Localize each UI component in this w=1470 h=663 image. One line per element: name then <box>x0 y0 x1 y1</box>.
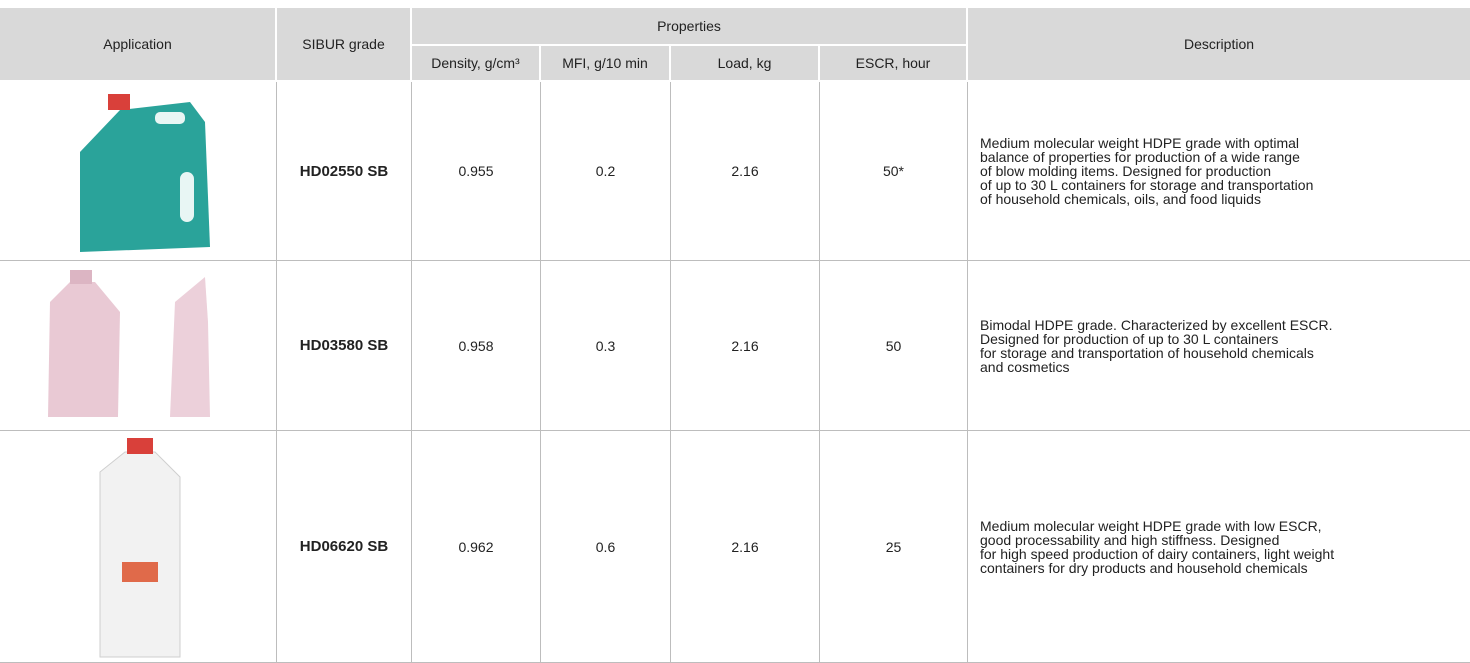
header-description: Description <box>968 8 1470 82</box>
description-cell: Bimodal HDPE grade. Characterized by exc… <box>968 261 1470 431</box>
application-cell <box>0 82 277 261</box>
value-cell: 0.3 <box>541 261 671 431</box>
jug-image <box>99 438 181 658</box>
product-images <box>48 94 210 658</box>
value-cell: 0.958 <box>412 261 541 431</box>
description: Bimodal HDPE grade. Characterized by exc… <box>980 318 1333 374</box>
value-cell: 0.2 <box>541 82 671 261</box>
value-cell: 0.955 <box>412 82 541 261</box>
value-cell: 2.16 <box>671 82 820 261</box>
header-properties: Properties <box>412 8 968 46</box>
description-line: of household chemicals, oils, and food l… <box>980 191 1261 207</box>
value-cell: 50* <box>820 82 968 261</box>
value-cell: 25 <box>820 431 968 663</box>
description-line: for high speed production of dairy conta… <box>980 545 1335 562</box>
grade-cell: HD03580 SB <box>277 261 412 431</box>
grade-cell: HD02550 SB <box>277 82 412 261</box>
header-application: Application <box>0 8 277 82</box>
value-cell: 2.16 <box>671 261 820 431</box>
canister-image <box>80 94 210 252</box>
bottles-image <box>48 270 210 417</box>
description-line: of blow molding items. Designed for prod… <box>980 163 1272 179</box>
header-column: ESCR, hour <box>820 46 968 82</box>
description-line: and cosmetics <box>980 358 1070 375</box>
application-cell <box>0 431 277 663</box>
description-cell: Medium molecular weight HDPE grade with … <box>968 431 1470 663</box>
value-cell: 50 <box>820 261 968 431</box>
description-line: for storage and transportation of househ… <box>980 344 1314 361</box>
application-cell <box>0 261 277 431</box>
description-line: Medium molecular weight HDPE grade with … <box>980 135 1300 151</box>
description-line: of up to 30 L containers for storage and… <box>980 177 1314 193</box>
description-line: good processability and high stiffness. … <box>980 531 1280 548</box>
description-line: Bimodal HDPE grade. Characterized by exc… <box>980 316 1333 333</box>
description-line: containers for dry products and househol… <box>980 559 1308 576</box>
description: Medium molecular weight HDPE grade with … <box>980 519 1334 575</box>
grade-cell: HD06620 SB <box>277 431 412 663</box>
description-cell: Medium molecular weight HDPE grade with … <box>968 82 1470 261</box>
description: Medium molecular weight HDPE grade with … <box>980 136 1313 206</box>
header-column: Load, kg <box>671 46 820 82</box>
description-line: Medium molecular weight HDPE grade with … <box>980 517 1322 534</box>
description-line: balance of properties for production of … <box>980 149 1300 165</box>
header-grade: SIBUR grade <box>277 8 412 82</box>
value-cell: 0.6 <box>541 431 671 663</box>
value-cell: 2.16 <box>671 431 820 663</box>
description-line: Designed for production of up to 30 L co… <box>980 330 1279 347</box>
value-cell: 0.962 <box>412 431 541 663</box>
header-column: MFI, g/10 min <box>541 46 671 82</box>
header-column: Density, g/cm³ <box>412 46 541 82</box>
